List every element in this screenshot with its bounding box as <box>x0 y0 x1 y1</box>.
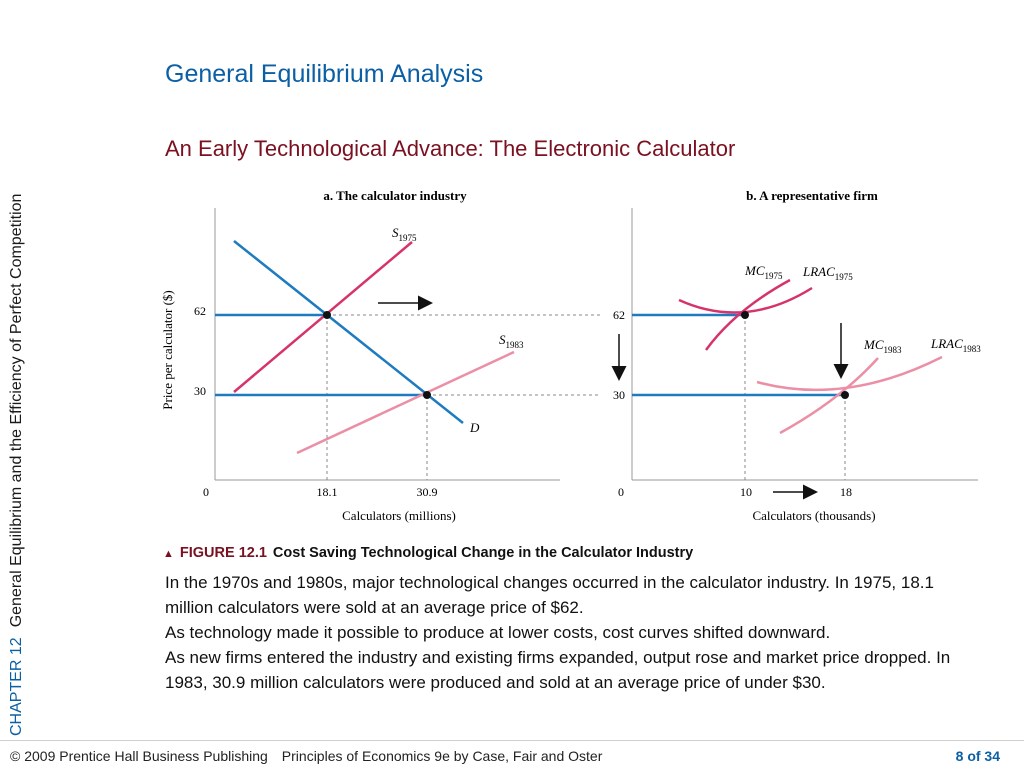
footer-copyright: © 2009 Prentice Hall Business Publishing <box>10 748 268 764</box>
supply-1983-label: S1983 <box>499 332 524 350</box>
lrac-1983-label: LRAC1983 <box>930 336 981 354</box>
firm-equilibrium-1975 <box>741 311 749 319</box>
supply-1975-label: S1975 <box>392 225 417 243</box>
figure-number: FIGURE 12.1 <box>179 545 267 561</box>
chapter-sidebar: CHAPTER 12 General Equilibrium and the Ef… <box>8 56 26 736</box>
panel-a: a. The calculator industry Price per cal… <box>160 188 600 523</box>
panel-b-ytick-62: 62 <box>613 308 625 322</box>
panel-b: b. A representative firm 0 62 30 10 18 C… <box>611 188 981 523</box>
equilibrium-1975 <box>323 311 331 319</box>
caption-paragraph: As technology made it possible to produc… <box>165 623 831 642</box>
mc-1983-curve <box>779 357 879 435</box>
mc-1975-label: MC1975 <box>744 263 783 281</box>
firm-equilibrium-1983 <box>841 391 849 399</box>
supply-1975-curve <box>233 241 413 393</box>
demand-label: D <box>469 420 480 435</box>
panel-a-ytick-62: 62 <box>194 304 206 318</box>
page-number: 8 of 34 <box>955 748 1000 764</box>
panel-a-xlabel: Calculators (millions) <box>342 508 456 523</box>
footer-credits: © 2009 Prentice Hall Business Publishing… <box>10 748 602 764</box>
panel-a-ylabel: Price per calculator ($) <box>160 290 175 409</box>
panel-a-ytick-30: 30 <box>194 384 206 398</box>
supply-1983-curve <box>296 350 515 455</box>
slide-title: General Equilibrium Analysis <box>165 60 484 88</box>
caption-paragraph: As new firms entered the industry and ex… <box>165 648 951 692</box>
panel-a-origin: 0 <box>203 485 209 499</box>
panel-b-xlabel: Calculators (thousands) <box>752 508 875 523</box>
panel-a-xtick-30-9: 30.9 <box>417 485 438 499</box>
chapter-number: CHAPTER 12 <box>8 637 25 736</box>
chapter-title: General Equilibrium and the Efficiency o… <box>8 193 25 628</box>
mc-1983-label: MC1983 <box>863 337 902 355</box>
mc-1975-curve <box>704 278 791 351</box>
caption-paragraph: In the 1970s and 1980s, major technologi… <box>165 573 934 617</box>
figure-12-1: a. The calculator industry Price per cal… <box>160 188 981 523</box>
slide-footer: © 2009 Prentice Hall Business Publishing… <box>0 740 1024 769</box>
panel-b-title: b. A representative firm <box>746 188 878 203</box>
panel-b-origin: 0 <box>618 485 624 499</box>
slide-subtitle: An Early Technological Advance: The Elec… <box>165 136 736 161</box>
panel-b-xtick-10: 10 <box>740 485 752 499</box>
panel-b-xtick-18: 18 <box>840 485 852 499</box>
panel-a-xtick-18-1: 18.1 <box>317 485 338 499</box>
figure-caption: ▲ FIGURE 12.1 Cost Saving Technological Ch… <box>163 545 693 561</box>
caption-body: In the 1970s and 1980s, major technologi… <box>165 570 985 695</box>
panel-a-title: a. The calculator industry <box>323 188 467 203</box>
caption-triangle-icon: ▲ <box>163 548 174 560</box>
equilibrium-1983 <box>423 391 431 399</box>
footer-book: Principles of Economics 9e by Case, Fair… <box>281 748 603 764</box>
lrac-1975-label: LRAC1975 <box>802 264 853 282</box>
figure-title: Cost Saving Technological Change in the … <box>272 545 694 561</box>
panel-b-ytick-30: 30 <box>613 388 625 402</box>
